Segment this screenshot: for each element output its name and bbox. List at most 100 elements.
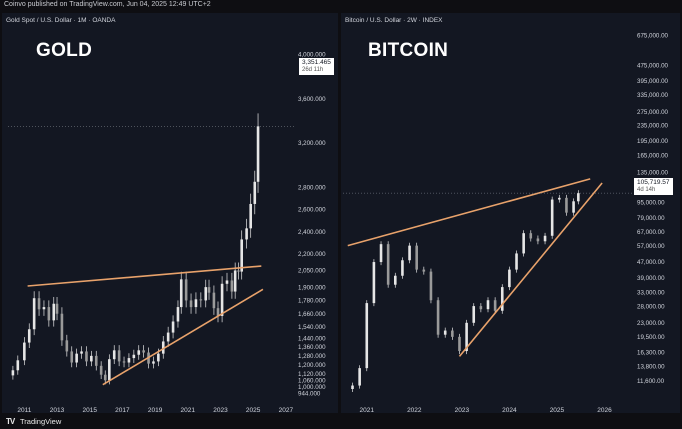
gold-candle-body: [171, 321, 175, 333]
bitcoin-chart-panel[interactable]: 675,000.00 475,000.00 395,000.00 335,000.00…: [341, 13, 680, 413]
gold-y-tick-label: 1,060.000: [298, 377, 326, 384]
gold-candle-body: [112, 350, 116, 360]
gold-y-tick-label: 3,200.000: [298, 140, 326, 147]
gold-candle-body: [245, 228, 248, 240]
bitcoin-y-tick-label: 275,000.00: [637, 109, 669, 116]
gold-last-price: 3,351.465: [302, 59, 331, 66]
gold-x-tick-label: 2021: [181, 407, 196, 413]
bitcoin-annotation: BITCOIN: [368, 40, 449, 61]
gold-candle-body: [237, 270, 240, 272]
gold-candle-body: [207, 287, 211, 293]
gold-annotation: GOLD: [36, 40, 93, 61]
gold-chart[interactable]: 4,000.000 3,600.000 3,200.000 2,800.000 2,60…: [2, 13, 338, 413]
bitcoin-candle-body: [486, 300, 490, 310]
bitcoin-x-tick-label: 2025: [550, 407, 565, 413]
bitcoin-y-tick-label: 13,800.00: [637, 363, 665, 370]
published-caption: Coinvo published on TradingView.com, Jun…: [4, 1, 211, 8]
gold-candle-body: [240, 239, 244, 272]
bitcoin-y-tick-label: 395,000.00: [637, 78, 669, 85]
tradingview-brand[interactable]: TradingView: [20, 417, 62, 426]
bitcoin-candle-body: [550, 199, 554, 236]
gold-candle-body: [27, 329, 31, 343]
gold-candle-body: [60, 313, 64, 341]
bitcoin-trendline: [458, 182, 603, 357]
gold-candle-body: [85, 351, 88, 362]
bitcoin-candle-body: [358, 368, 361, 386]
bitcoin-candle-body: [365, 303, 369, 369]
gold-y-tick-label: 1,360.000: [298, 344, 326, 351]
gold-y-tick-label: 1,280.000: [298, 353, 326, 360]
gold-candle-body: [80, 351, 83, 354]
gold-y-tick-label: 1,200.000: [298, 362, 326, 369]
gold-candle-body: [47, 307, 51, 321]
gold-y-tick-label: 2,050.000: [298, 268, 326, 275]
bitcoin-y-tick-label: 47,000.00: [637, 259, 665, 266]
gold-candle-body: [52, 303, 56, 321]
gold-y-tick-label: 1,780.000: [298, 298, 326, 305]
bitcoin-y-tick-label: 335,000.00: [637, 92, 669, 99]
gold-y-tick-label: 2,200.000: [298, 251, 326, 258]
gold-candle-body: [179, 279, 183, 308]
gold-chart-panel[interactable]: 4,000.000 3,600.000 3,200.000 2,800.000 2,60…: [2, 13, 338, 413]
gold-candle-body: [184, 279, 188, 301]
bitcoin-candle-body: [415, 245, 418, 270]
bitcoin-trendline: [347, 178, 591, 247]
gold-y-tick-label: 1,000.000: [298, 384, 326, 391]
bitcoin-candle-body: [558, 197, 561, 200]
gold-candle-body: [256, 126, 260, 182]
bitcoin-candle-body: [422, 269, 426, 272]
top-bar: Coinvo published on TradingView.com, Jun…: [0, 0, 682, 13]
gold-x-tick-label: 2017: [115, 407, 130, 413]
bitcoin-candle-body: [515, 253, 518, 270]
gold-x-tick-label: 2025: [246, 407, 261, 413]
gold-candle-body: [32, 298, 36, 330]
gold-y-tick-label: 1,540.000: [298, 324, 326, 331]
gold-trendline: [102, 288, 264, 386]
gold-candle-body: [103, 374, 107, 381]
bitcoin-y-tick-label: 79,000.00: [637, 215, 665, 222]
bitcoin-candle-body: [465, 322, 468, 352]
tradingview-logo-icon[interactable]: TV: [6, 417, 15, 426]
bitcoin-candle-body: [379, 244, 383, 263]
bitcoin-y-tick-label: 57,000.00: [637, 243, 665, 250]
gold-candle-body: [90, 355, 93, 362]
bitcoin-y-tick-label: 19,500.00: [637, 334, 665, 341]
bitcoin-candle-body: [386, 244, 390, 285]
gold-candle-body: [249, 203, 252, 229]
gold-candle-body: [230, 280, 234, 292]
bitcoin-symbol-title: Bitcoin / U.S. Dollar · 2W · INDEX: [345, 17, 443, 24]
bitcoin-x-tick-label: 2023: [455, 407, 470, 413]
bitcoin-chart[interactable]: 675,000.00 475,000.00 395,000.00 335,000.00…: [341, 13, 680, 413]
gold-y-tick-label: 3,600.000: [298, 96, 326, 103]
gold-candle-body: [16, 360, 20, 371]
gold-y-tick-label: 4,000.000: [298, 51, 326, 58]
gold-candle-body: [199, 299, 203, 301]
gold-x-tick-label: 2027: [279, 407, 294, 413]
bitcoin-last-price: 105,719.57: [637, 179, 670, 186]
gold-candle-body: [55, 303, 59, 314]
bitcoin-candle-body: [408, 245, 411, 261]
gold-candle-body: [132, 354, 136, 359]
gold-x-tick-label: 2023: [213, 407, 228, 413]
gold-y-tick-label: 2,400.000: [298, 229, 326, 236]
bitcoin-y-tick-label: 195,000.00: [637, 138, 669, 145]
bitcoin-y-tick-label: 165,000.00: [637, 152, 669, 159]
gold-candle-body: [176, 307, 180, 322]
bitcoin-candle-body: [536, 238, 540, 242]
bitcoin-x-tick-label: 2022: [407, 407, 422, 413]
gold-x-tick-label: 2013: [50, 407, 65, 413]
gold-candle-body: [137, 350, 141, 355]
gold-candle-body: [212, 292, 216, 309]
bitcoin-candle-body: [451, 330, 454, 337]
gold-candle-body: [152, 361, 155, 364]
gold-candle-body: [253, 181, 257, 204]
gold-candle-body: [42, 307, 46, 310]
gold-candle-body: [108, 359, 111, 381]
bitcoin-candle-body: [493, 300, 497, 311]
bitcoin-y-tick-label: 95,000.00: [637, 199, 665, 206]
gold-y-tick-label: 1,440.000: [298, 335, 326, 342]
gold-candle-body: [142, 350, 145, 353]
gold-candle-body: [204, 287, 208, 301]
gold-x-tick-label: 2011: [17, 407, 31, 413]
bitcoin-y-tick-label: 135,000.00: [637, 170, 669, 177]
